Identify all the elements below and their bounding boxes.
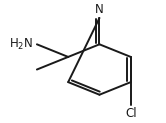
- Text: N: N: [95, 3, 104, 16]
- Text: H$_2$N: H$_2$N: [9, 37, 34, 52]
- Text: Cl: Cl: [125, 107, 137, 120]
